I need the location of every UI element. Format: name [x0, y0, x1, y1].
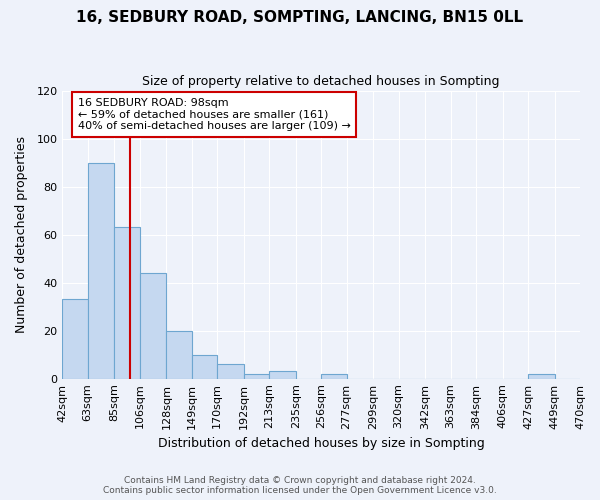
Bar [140, 273, 166, 378]
Text: Contains HM Land Registry data © Crown copyright and database right 2024.
Contai: Contains HM Land Registry data © Crown c… [103, 476, 497, 495]
Bar [269, 372, 296, 378]
Bar [166, 330, 192, 378]
Text: 16 SEDBURY ROAD: 98sqm
← 59% of detached houses are smaller (161)
40% of semi-de: 16 SEDBURY ROAD: 98sqm ← 59% of detached… [78, 98, 351, 131]
Bar [321, 374, 347, 378]
Y-axis label: Number of detached properties: Number of detached properties [15, 136, 28, 333]
X-axis label: Distribution of detached houses by size in Sompting: Distribution of detached houses by size … [158, 437, 485, 450]
Bar [88, 162, 115, 378]
Title: Size of property relative to detached houses in Sompting: Size of property relative to detached ho… [142, 75, 500, 88]
Text: 16, SEDBURY ROAD, SOMPTING, LANCING, BN15 0LL: 16, SEDBURY ROAD, SOMPTING, LANCING, BN1… [76, 10, 524, 25]
Bar [115, 228, 140, 378]
Bar [62, 300, 88, 378]
Bar [244, 374, 269, 378]
Bar [528, 374, 554, 378]
Bar [192, 354, 217, 378]
Bar [217, 364, 244, 378]
